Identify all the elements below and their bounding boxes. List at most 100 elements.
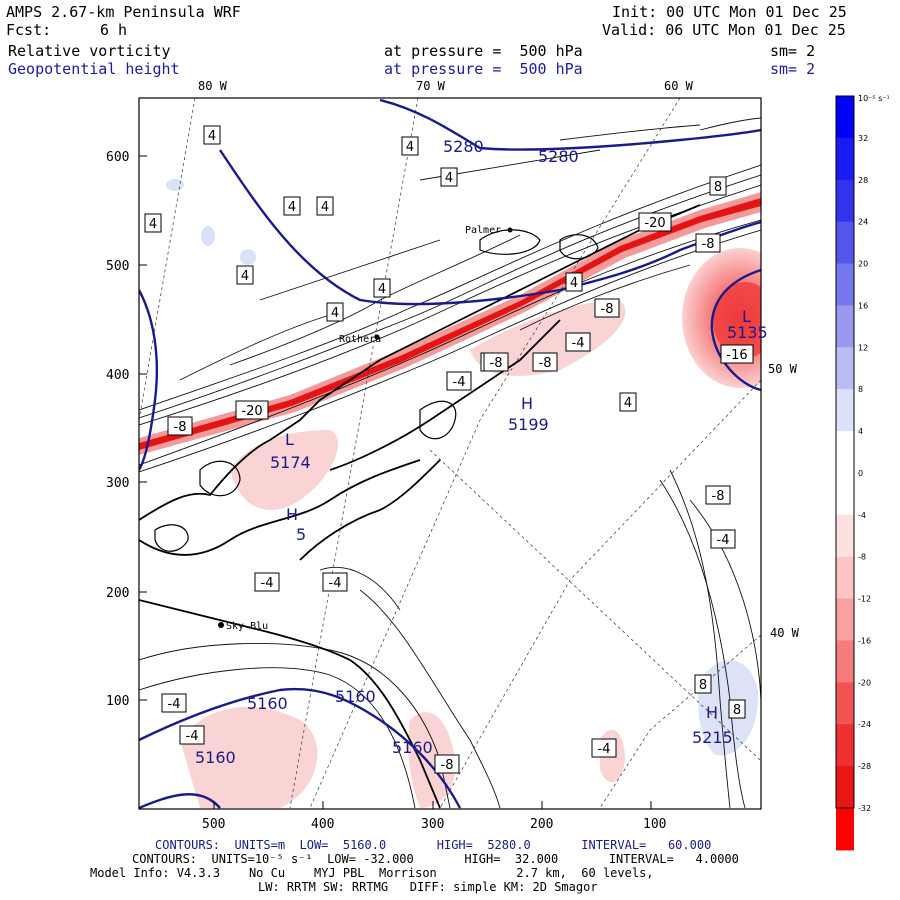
vorticity-label-text: -8	[601, 302, 614, 317]
x-tick-label: 300	[421, 817, 444, 832]
colorbar-tick-label: -24	[858, 720, 871, 729]
vorticity-label-box	[203, 125, 221, 145]
vorticity-label-text: -4	[453, 375, 466, 390]
vorticity-label-text: 4	[208, 129, 216, 144]
vorticity-label-text: 4	[331, 306, 339, 321]
smoothing-2: sm= 2	[770, 60, 816, 78]
colorbar-swatch	[836, 808, 854, 851]
vorticity-label-box	[161, 693, 187, 713]
plot-frame	[138, 97, 762, 810]
colorbar-tick-label: 16	[858, 301, 868, 310]
x-tick-label: 500	[202, 817, 225, 832]
negative-vorticity-shading	[180, 300, 626, 808]
pressure-level-2: at pressure = 500 hPa	[384, 60, 583, 78]
colorbar-swatch	[836, 472, 854, 516]
vorticity-label-text: 4	[378, 282, 386, 297]
vorticity-label-text: 4	[241, 269, 249, 284]
coastline	[139, 204, 701, 809]
colorbar-tick-label: 24	[858, 218, 868, 227]
vorticity-label-text: 4	[288, 200, 296, 215]
colorbar-swatch	[836, 556, 854, 600]
colorbar-swatch	[836, 598, 854, 641]
vorticity-label-box	[694, 674, 712, 694]
vorticity-box-labels: 44444444444-4-4-4-4-4-4-4-4-4-8-8-8-8-8-…	[144, 125, 754, 774]
field-vorticity: Relative vorticity	[8, 42, 171, 60]
vorticity-label-text: -16	[726, 348, 747, 363]
colorbar-tick-label: 8	[858, 385, 863, 394]
lon-label-40w: 40 W	[770, 626, 800, 640]
footer-vorticity-contours: CONTOURS: UNITS=10⁻⁵ s⁻¹ LOW= -32.000 HI…	[132, 852, 739, 866]
colorbar-swatch	[836, 766, 854, 809]
vorticity-label-box	[565, 332, 591, 352]
x-tick-label: 400	[311, 817, 334, 832]
colorbar-swatch	[836, 263, 854, 306]
center-mark: H	[521, 394, 533, 413]
vorticity-label-text: -4	[598, 742, 611, 757]
vorticity-jet-band	[139, 192, 761, 455]
colorbar-swatch	[836, 305, 854, 348]
vorticity-label-text: 4	[445, 171, 453, 186]
vorticity-label-box	[591, 738, 617, 758]
positive-vorticity-shading	[166, 179, 759, 756]
vorticity-label-text: 4	[570, 276, 578, 291]
x-tick-label: 200	[530, 817, 553, 832]
center-mark: H	[706, 703, 718, 722]
vorticity-label-text: 4	[321, 200, 329, 215]
pressure-centers: H 5199 L 5174 H 5 L 5135 H 5215	[270, 307, 768, 747]
colorbar-tick-label: -32	[858, 804, 871, 813]
vorticity-label-box	[532, 352, 558, 372]
height-label: 5160	[392, 738, 433, 757]
vorticity-label-box	[316, 196, 334, 216]
center-value: 5215	[692, 728, 733, 747]
vorticity-label-text: -8	[441, 758, 454, 773]
y-tick-labels: 100 200 300 400 500 600	[106, 150, 129, 709]
colorbar-swatch	[836, 96, 854, 139]
vorticity-label-box	[179, 725, 205, 745]
y-tick-label: 600	[106, 150, 129, 165]
lon-label-70w: 70 W	[416, 79, 446, 93]
colorbar-tick-label: -28	[858, 762, 871, 771]
vorticity-label-text: -20	[644, 216, 665, 231]
center-mark: L	[742, 307, 751, 326]
init-time: Init: 00 UTC Mon 01 Dec 25	[612, 3, 847, 21]
colorbar-swatch	[836, 221, 854, 265]
longitude-labels: 80 W 70 W 60 W 50 W 40 W	[198, 79, 800, 640]
vorticity-label-box	[565, 272, 583, 292]
vorticity-label-box	[638, 212, 672, 232]
colorbar-tick-label: -12	[858, 595, 871, 604]
x-tick-labels: 500 400 300 200 100	[202, 817, 666, 832]
y-tick-label: 500	[106, 259, 129, 274]
valid-time: Valid: 06 UTC Mon 01 Dec 25	[602, 21, 846, 39]
field-geopotential: Geopotential height	[8, 60, 180, 78]
station-marker	[374, 334, 380, 340]
colorbar-tick-label: -20	[858, 678, 871, 687]
colorbar-tick-label: -4	[858, 511, 866, 520]
center-mark: H	[286, 505, 298, 524]
vorticity-label-box	[705, 485, 731, 505]
vorticity-label-text: -4	[261, 576, 274, 591]
lon-label-50w: 50 W	[768, 362, 798, 376]
vorticity-label-text: -8	[539, 356, 552, 371]
height-labels: 5280 5280 5160 5160 5160 5160	[195, 137, 579, 767]
footer-model-info: Model Info: V4.3.3 No Cu MYJ PBL Morriso…	[90, 866, 654, 880]
vorticity-label-box	[695, 233, 721, 253]
height-label: 5160	[195, 748, 236, 767]
colorbar-tick-label: 12	[858, 343, 868, 352]
vorticity-label-box	[401, 136, 419, 156]
place-labels: Palmer Rothera Sky Blu	[218, 225, 513, 632]
y-tick-label: 200	[106, 586, 129, 601]
station-marker	[507, 227, 513, 233]
vorticity-label-box	[594, 298, 620, 318]
vorticity-label-text: -8	[712, 489, 725, 504]
vorticity-contours	[139, 117, 761, 809]
vorticity-label-box	[709, 176, 727, 196]
colorbar-frame	[835, 95, 855, 809]
colorbar-tick-label: 32	[858, 134, 868, 143]
height-label: 5280	[443, 137, 484, 156]
place-rothera: Rothera	[339, 334, 381, 345]
center-value: 5	[296, 525, 306, 544]
vorticity-label-box	[483, 352, 509, 372]
height-label: 5280	[538, 147, 579, 166]
pressure-level-1: at pressure = 500 hPa	[384, 42, 583, 60]
